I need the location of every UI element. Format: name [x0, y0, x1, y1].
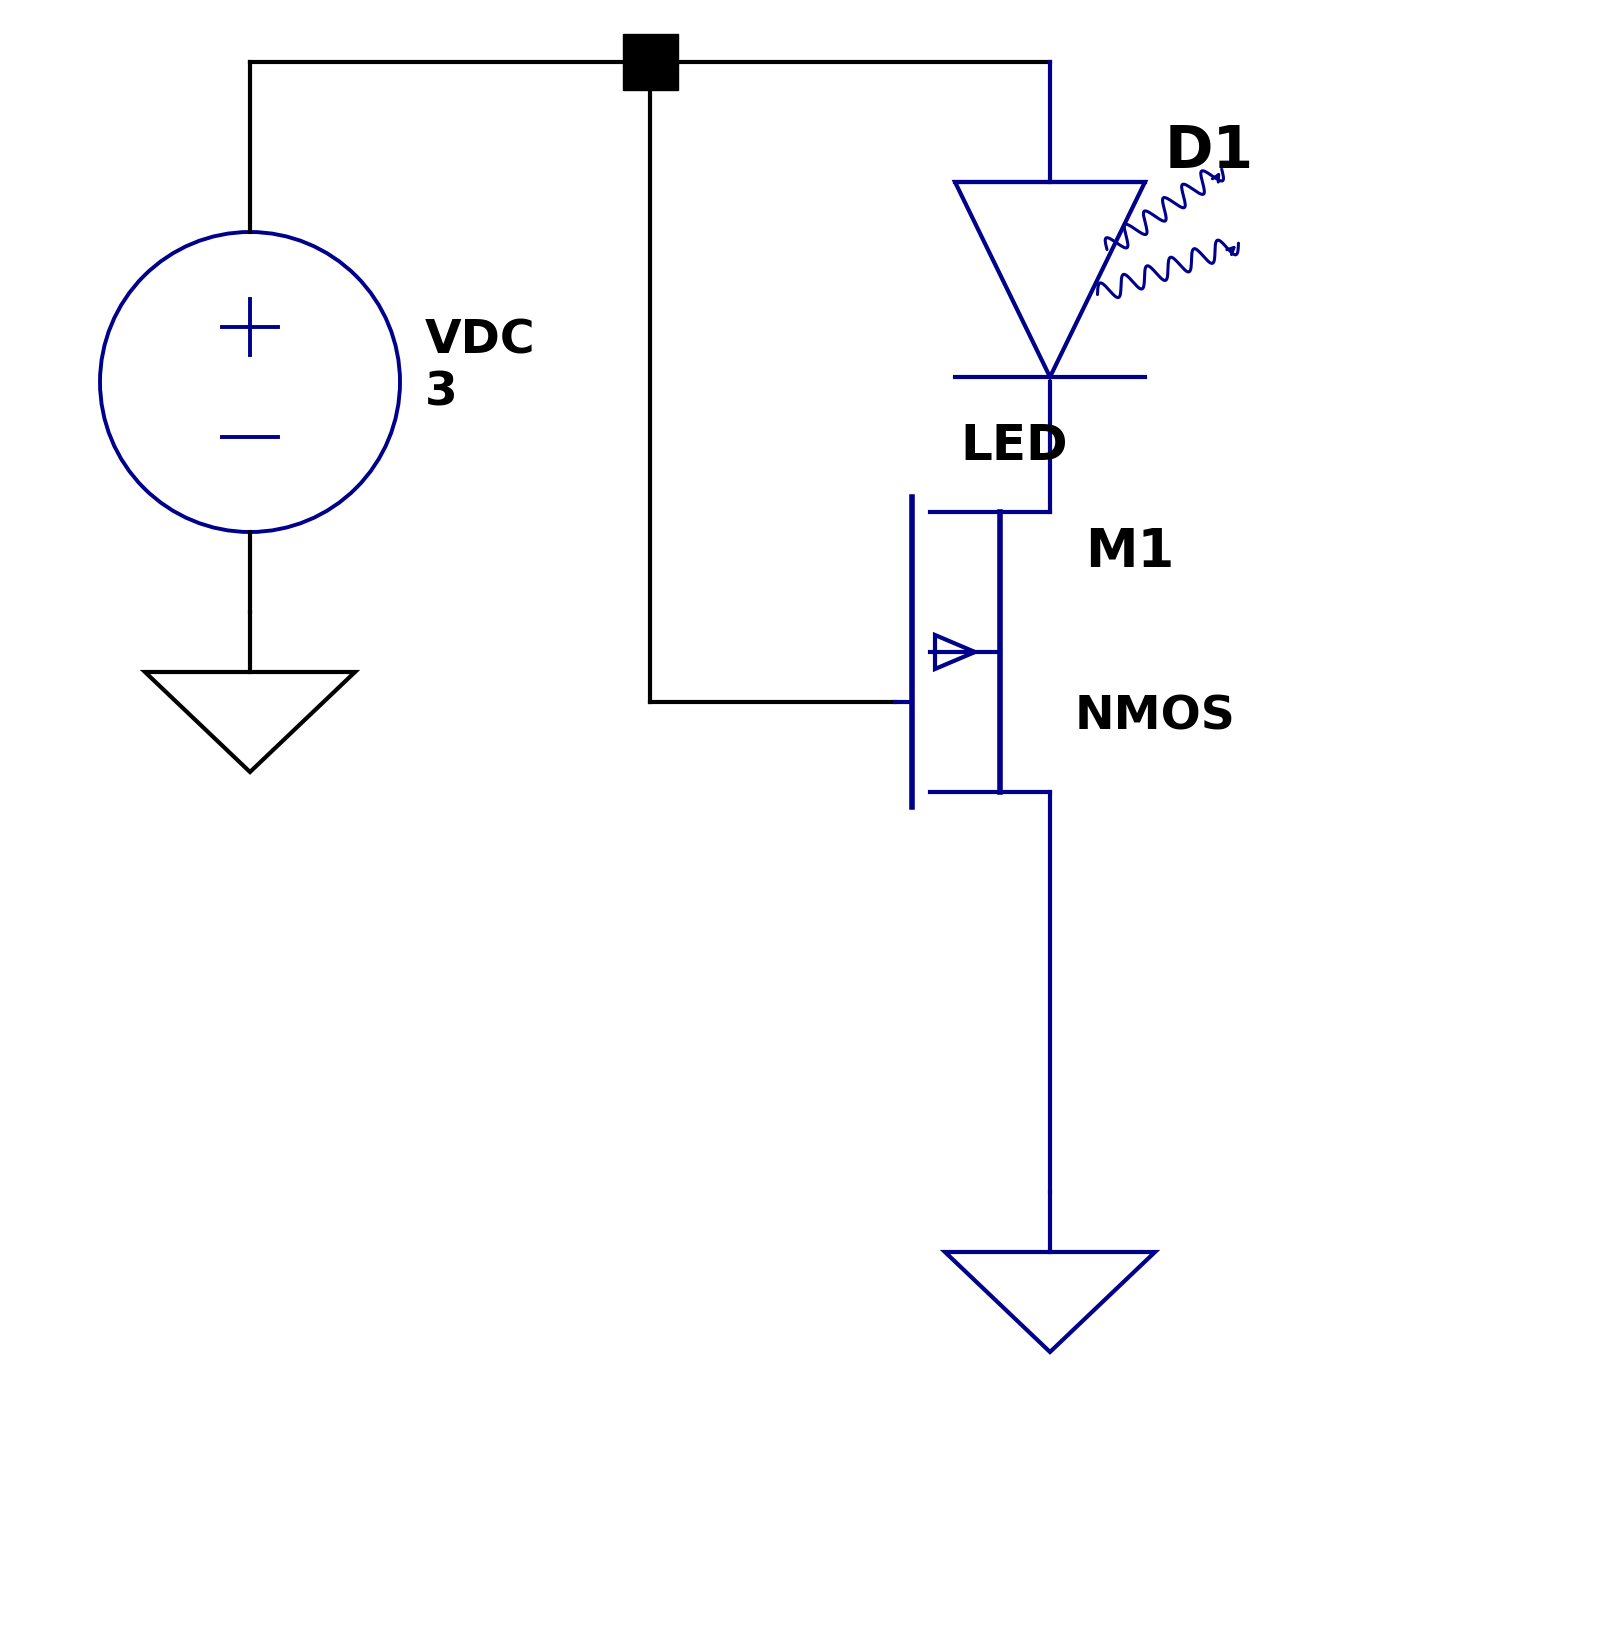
Text: VDC
3: VDC 3 — [424, 318, 535, 416]
Text: M1: M1 — [1085, 526, 1173, 578]
Bar — [622, 34, 677, 90]
Text: NMOS: NMOS — [1075, 695, 1236, 739]
Text: LED: LED — [959, 423, 1067, 470]
Text: D1: D1 — [1165, 124, 1253, 181]
